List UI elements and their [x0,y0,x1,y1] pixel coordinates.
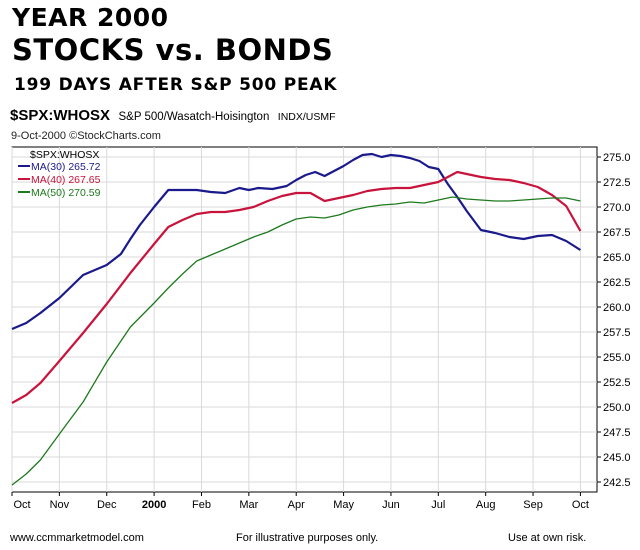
y-tick-label: 262.5 [603,277,631,289]
y-tick-label: 275.0 [603,152,631,164]
y-tick-label: 252.5 [603,377,631,389]
x-tick-label: May [333,499,354,511]
y-tick-label: 255.0 [603,352,631,364]
series-line-1 [11,152,581,331]
x-tick-label: Feb [192,499,211,511]
x-tick-label: Oct [572,499,589,511]
symbol-exchange: INDX/USMF [277,111,336,123]
symbol-line: $SPX:WHOSX S&P 500/Wasatch-Hoisington IN… [10,107,336,125]
y-tick-label: 242.5 [603,477,631,489]
x-tick-label: Sep [523,499,543,511]
x-tick-label: Jul [431,499,445,511]
footer-website: www.ccmmarketmodel.com [10,532,144,544]
legend-label-2: MA(40) 267.65 [31,174,101,186]
y-tick-label: 257.5 [603,327,631,339]
date-source-line: 9-Oct-2000 ©StockCharts.com [11,130,161,142]
legend-label-1: MA(30) 265.72 [31,161,101,173]
legend-title: $SPX:WHOSX [30,149,99,161]
y-tick-label: 270.0 [603,202,631,214]
x-tick-label: Oct [13,499,30,511]
y-axis: 242.5 245.0 247.5 250.0 252.5 255.0 257.5 260.0… [597,152,631,489]
x-tick-label: Mar [239,499,258,511]
title-stocks-vs-bonds: STOCKS vs. BONDS [12,33,334,67]
chart-source: StockCharts.com [77,130,161,142]
footer-risk-note: Use at own risk. [508,532,587,544]
x-tick-label: 2000 [142,499,166,511]
y-tick-label: 272.5 [603,177,631,189]
y-tick-label: 247.5 [603,427,631,439]
x-tick-label: Nov [50,499,70,511]
series-line-3 [11,196,581,486]
symbol-description: S&P 500/Wasatch-Hoisington [118,111,270,123]
y-tick-label: 260.0 [603,302,631,314]
x-tick-label: Jun [382,499,400,511]
plot-frame [11,146,598,493]
y-tick-label: 265.0 [603,252,631,264]
legend-label-3: MA(50) 270.59 [31,187,101,199]
grid-layer [11,147,597,492]
x-axis: Oct Nov Dec 2000 Feb Mar Apr May Jun Jul Aug Sep Oct [11,492,589,511]
series-line-2 [11,170,582,404]
chart-date: 9-Oct-2000 [11,130,67,142]
subtitle-days-after-peak: 199 DAYS AFTER S&P 500 PEAK [14,75,338,95]
x-tick-label: Aug [476,499,496,511]
x-tick-label: Apr [288,499,305,511]
y-tick-label: 267.5 [603,227,631,239]
x-tick-label: Dec [97,499,117,511]
footer-disclaimer: For illustrative purposes only. [236,532,379,544]
symbol-ticker: $SPX:WHOSX [10,107,111,124]
y-tick-label: 245.0 [603,452,631,464]
series-layer [11,152,582,486]
copyright-icon: © [69,130,78,142]
y-tick-label: 250.0 [603,402,631,414]
title-year: YEAR 2000 [12,3,169,32]
